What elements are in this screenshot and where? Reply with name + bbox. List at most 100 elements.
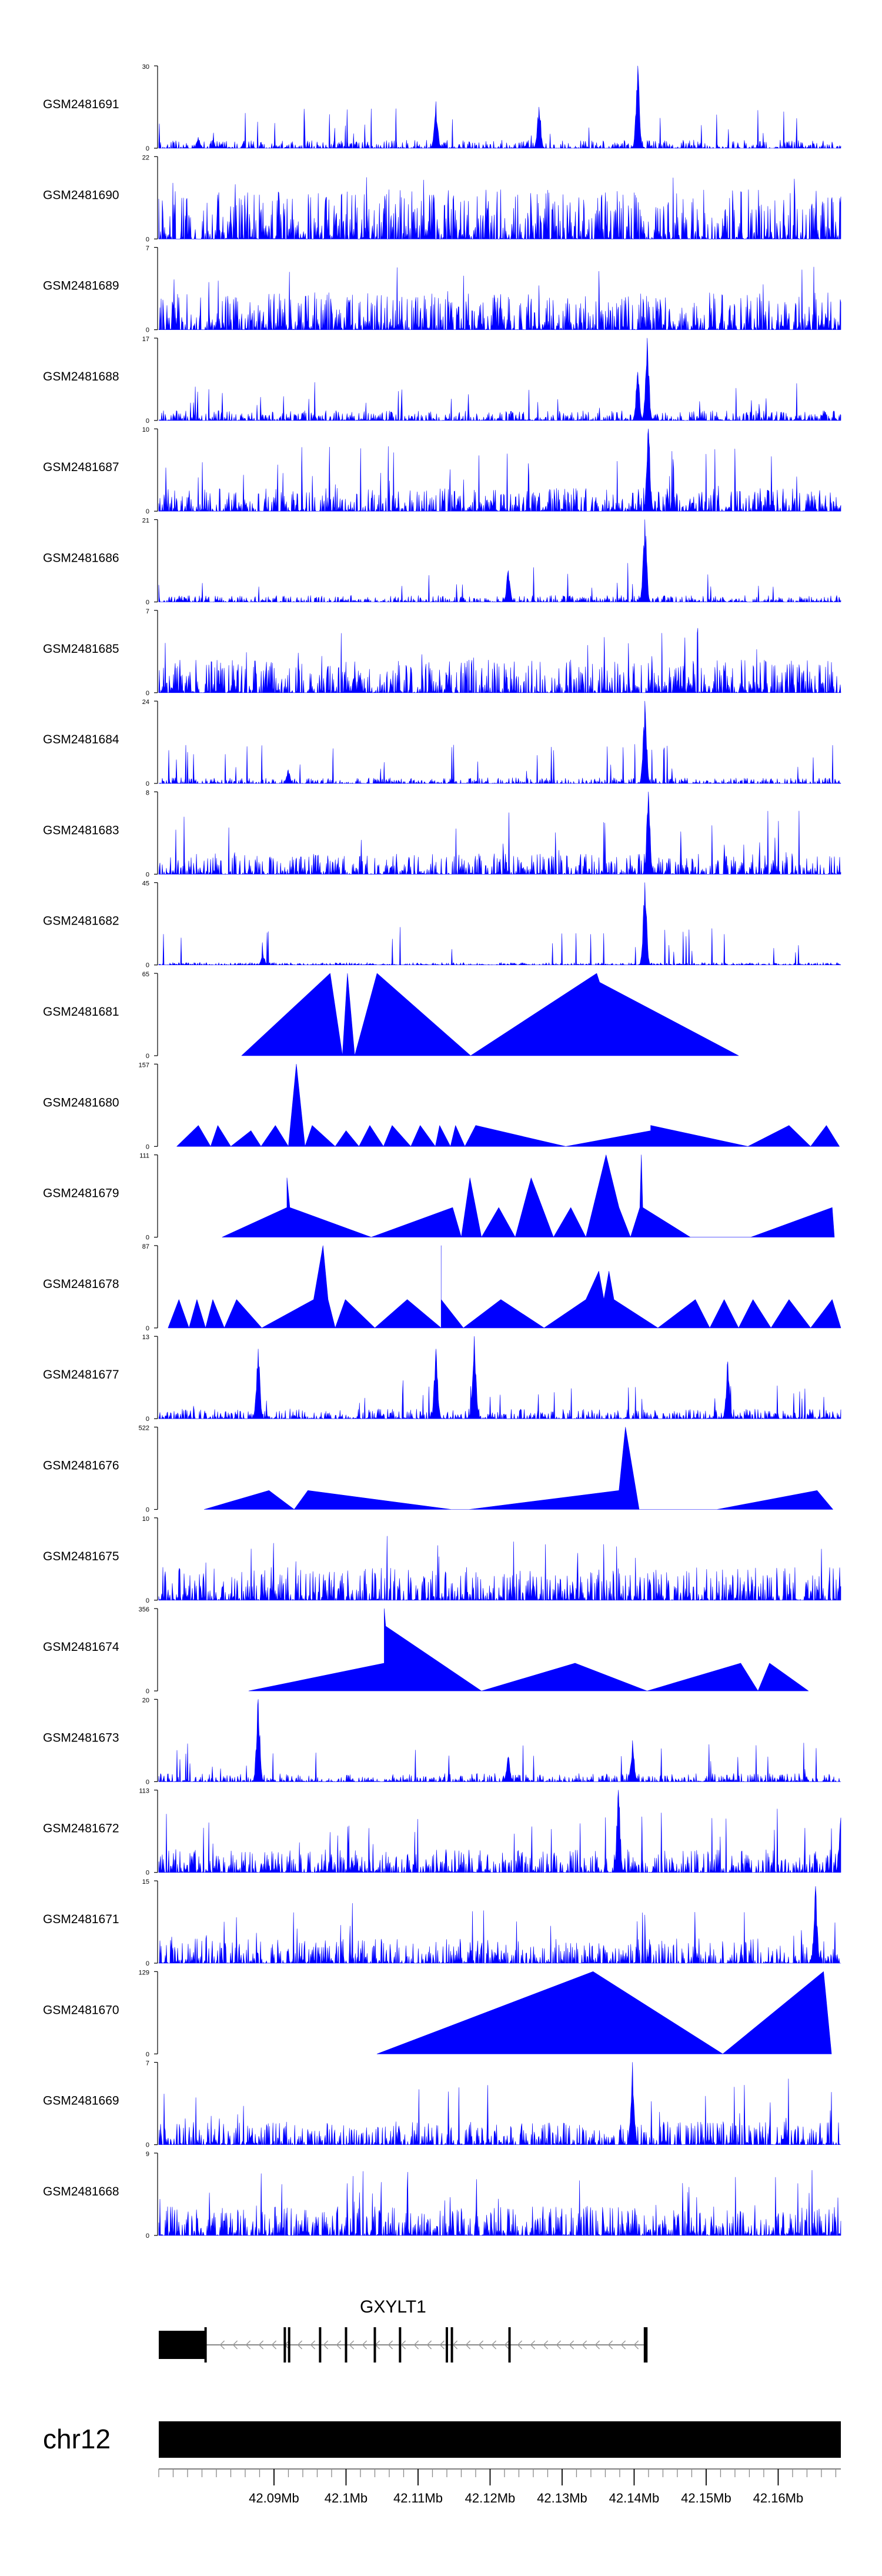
- y-max-label: 7: [146, 245, 149, 252]
- ideogram-bar: [159, 2421, 841, 2458]
- track-GSM2481683: GSM2481683 8 0: [43, 789, 841, 878]
- coverage-area: [158, 882, 841, 965]
- tick-label: 42.09Mb: [249, 2491, 299, 2505]
- track-GSM2481671: GSM2481671 15 0: [43, 1878, 841, 1967]
- strand-arrow: [426, 2340, 432, 2350]
- track-GSM2481682: GSM2481682 45 0: [43, 880, 841, 969]
- track-GSM2481688: GSM2481688 17 0: [43, 336, 841, 425]
- y-min-label: 0: [146, 962, 149, 969]
- tick-label: 42.14Mb: [609, 2491, 660, 2505]
- coverage-area: [222, 1154, 835, 1237]
- exon-mark: [283, 2327, 286, 2363]
- exon-mark: [345, 2327, 348, 2363]
- y-min-label: 0: [146, 2142, 149, 2149]
- y-min-label: 0: [146, 1507, 149, 1514]
- track-GSM2481669: GSM2481669 7 0: [43, 2060, 841, 2149]
- coverage-area: [203, 1427, 833, 1510]
- y-max-label: 17: [142, 336, 149, 343]
- y-max-label: 87: [142, 1243, 149, 1250]
- coverage-area: [241, 973, 739, 1056]
- coverage-area: [168, 1245, 841, 1329]
- exon-mark: [399, 2327, 402, 2363]
- exon-mark: [643, 2327, 646, 2363]
- y-max-label: 10: [142, 426, 149, 433]
- strand-arrow: [439, 2340, 445, 2350]
- y-max-label: 15: [142, 1878, 149, 1886]
- track-label: GSM2481688: [43, 370, 119, 383]
- strand-arrow: [413, 2340, 419, 2350]
- track-label: GSM2481682: [43, 915, 119, 928]
- coverage-area: [158, 1699, 841, 1782]
- y-min-label: 0: [146, 599, 149, 606]
- tick-label: 42.11Mb: [393, 2491, 443, 2505]
- exon-mark: [508, 2327, 511, 2363]
- track-label: GSM2481684: [43, 733, 119, 746]
- y-max-label: 10: [142, 1516, 149, 1523]
- track-label: GSM2481679: [43, 1187, 119, 1200]
- strand-arrow: [633, 2340, 639, 2350]
- y-max-label: 22: [142, 154, 149, 161]
- y-max-label: 24: [142, 699, 149, 706]
- track-GSM2481689: GSM2481689 7 0: [43, 245, 841, 334]
- tick-label: 42.16Mb: [753, 2491, 804, 2505]
- track-label: GSM2481677: [43, 1368, 119, 1382]
- y-min-label: 0: [146, 327, 149, 334]
- y-max-label: 65: [142, 971, 149, 978]
- y-min-label: 0: [146, 1870, 149, 1877]
- y-min-label: 0: [146, 418, 149, 425]
- y-min-label: 0: [146, 2051, 149, 2058]
- strand-arrow: [478, 2340, 484, 2350]
- coverage-area: [158, 428, 841, 512]
- track-label: GSM2481691: [43, 98, 119, 111]
- track-label: GSM2481669: [43, 2094, 119, 2108]
- track-GSM2481678: GSM2481678 87 0: [43, 1243, 841, 1332]
- strand-arrow: [297, 2340, 303, 2350]
- gene-model: GXYLT1: [159, 2297, 648, 2363]
- track-label: GSM2481678: [43, 1277, 119, 1291]
- y-max-label: 21: [142, 518, 149, 525]
- track-GSM2481679: GSM2481679 111 0: [43, 1153, 835, 1242]
- track-label: GSM2481668: [43, 2185, 119, 2198]
- strand-arrow: [362, 2340, 368, 2350]
- strand-arrow: [556, 2340, 562, 2350]
- track-GSM2481686: GSM2481686 21 0: [43, 518, 841, 606]
- y-max-label: 8: [146, 789, 149, 796]
- y-max-label: 30: [142, 64, 149, 71]
- chromosome-label: chr12: [43, 2424, 111, 2454]
- track-GSM2481673: GSM2481673 20 0: [43, 1697, 841, 1786]
- strand-arrow: [387, 2340, 393, 2350]
- y-min-label: 0: [146, 508, 149, 515]
- y-max-label: 13: [142, 1334, 149, 1341]
- y-min-label: 0: [146, 236, 149, 243]
- y-min-label: 0: [146, 145, 149, 152]
- y-max-label: 20: [142, 1697, 149, 1704]
- coverage-area: [376, 1971, 832, 2054]
- y-max-label: 113: [139, 1788, 149, 1795]
- strand-arrow: [400, 2340, 406, 2350]
- y-max-label: 356: [139, 1606, 149, 1613]
- y-min-label: 0: [146, 1597, 149, 1604]
- strand-arrow: [465, 2340, 471, 2350]
- strand-arrow: [620, 2340, 626, 2350]
- gene-label: GXYLT1: [360, 2297, 426, 2317]
- strand-arrow: [349, 2340, 355, 2350]
- track-GSM2481672: GSM2481672 113 0: [43, 1788, 841, 1877]
- y-min-label: 0: [146, 871, 149, 878]
- coverage-area: [158, 1336, 841, 1419]
- y-max-label: 9: [146, 2151, 149, 2158]
- genome-axis: 42.09Mb 42.1Mb 42.11Mb 42.12Mb 42.13Mb 42.14M…: [158, 2468, 841, 2505]
- y-max-label: 157: [139, 1062, 149, 1069]
- strand-arrow: [582, 2340, 587, 2350]
- y-min-label: 0: [146, 1688, 149, 1695]
- track-label: GSM2481683: [43, 823, 119, 837]
- track-label: GSM2481673: [43, 1731, 119, 1744]
- coverage-area: [158, 177, 841, 239]
- chromosome-ideogram: chr12: [43, 2421, 841, 2458]
- coverage-area: [158, 1790, 841, 1873]
- track-label: GSM2481680: [43, 1096, 119, 1109]
- coverage-area: [248, 1608, 809, 1691]
- exon-mark: [373, 2327, 376, 2363]
- coverage-area: [158, 2170, 841, 2236]
- coverage-area: [158, 700, 841, 784]
- strand-arrow: [245, 2340, 251, 2350]
